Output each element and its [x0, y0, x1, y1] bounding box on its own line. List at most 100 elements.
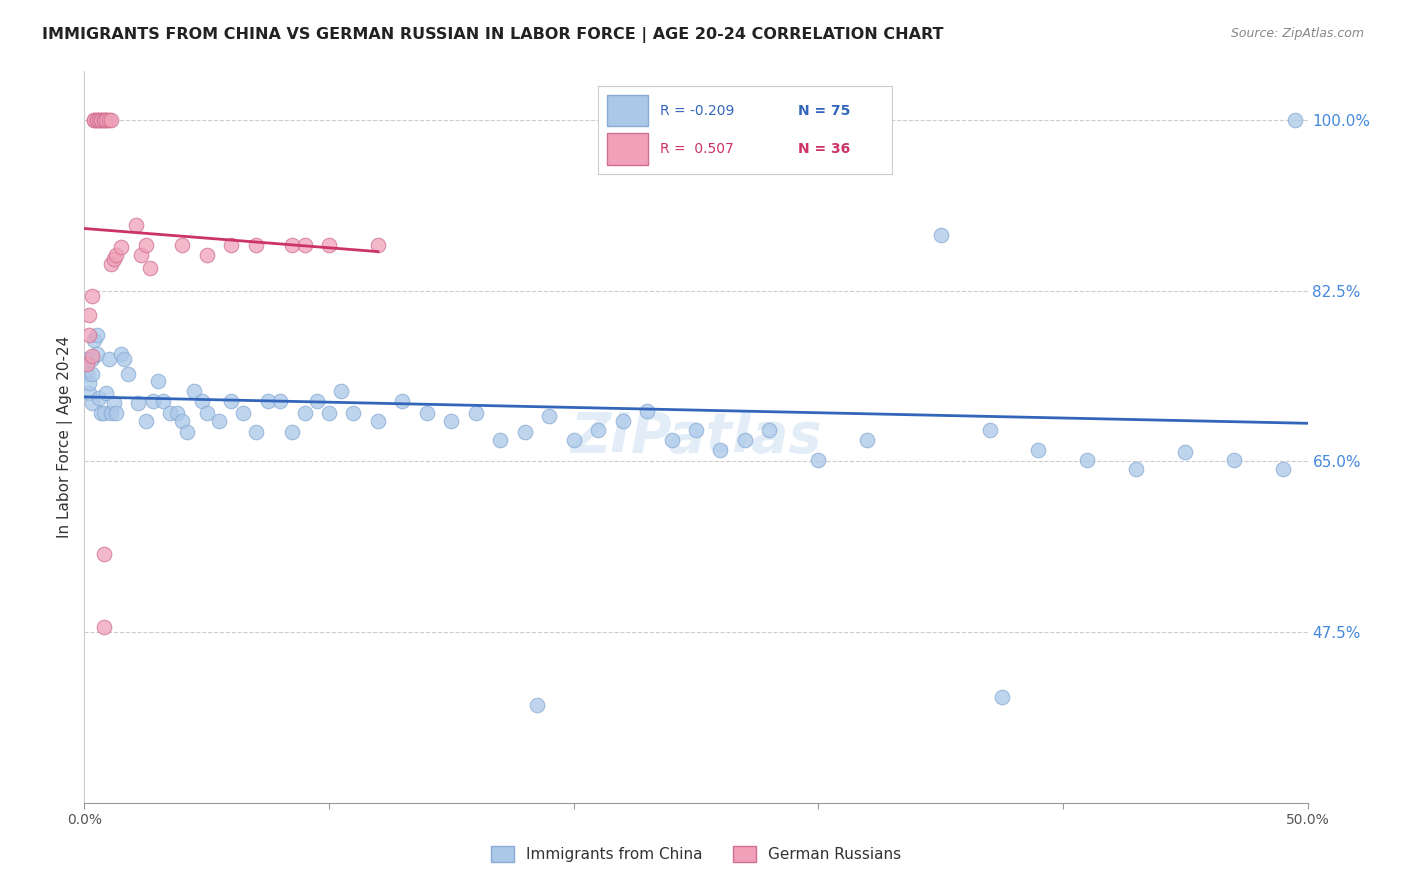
Point: [83, 113, 105, 128]
Point: [489, 433, 512, 447]
Point: [80, 349, 103, 363]
Point: [281, 238, 304, 252]
Point: [281, 425, 304, 440]
Point: [135, 238, 157, 252]
Point: [77, 308, 100, 322]
Text: Source: ZipAtlas.com: Source: ZipAtlas.com: [1230, 27, 1364, 40]
Point: [83, 113, 105, 128]
Point: [103, 252, 125, 266]
Point: [96, 386, 118, 401]
Point: [87, 113, 110, 128]
Point: [90, 113, 112, 128]
Point: [97, 113, 120, 128]
Point: [709, 442, 731, 457]
Point: [159, 406, 181, 420]
Point: [93, 547, 115, 561]
Point: [245, 238, 267, 252]
Point: [127, 396, 149, 410]
Point: [1223, 452, 1246, 467]
Point: [90, 113, 112, 128]
Point: [166, 406, 188, 420]
Point: [219, 238, 242, 252]
Point: [538, 409, 561, 423]
Point: [990, 690, 1012, 705]
Point: [112, 352, 135, 367]
Point: [93, 620, 115, 634]
Point: [513, 425, 536, 440]
Point: [586, 423, 609, 437]
Point: [93, 113, 115, 128]
Point: [734, 433, 756, 447]
Point: [979, 423, 1001, 437]
Point: [245, 425, 267, 440]
Point: [1028, 442, 1050, 457]
Point: [1076, 452, 1098, 467]
Point: [76, 357, 98, 371]
Point: [117, 367, 139, 381]
Point: [77, 376, 100, 391]
Point: [172, 413, 194, 427]
Point: [367, 238, 389, 252]
Point: [76, 367, 98, 381]
Point: [80, 367, 103, 381]
Point: [1125, 462, 1147, 476]
Point: [195, 406, 218, 420]
Point: [146, 375, 169, 389]
Point: [636, 403, 658, 417]
Point: [305, 394, 328, 409]
Point: [172, 238, 194, 252]
Y-axis label: In Labor Force | Age 20-24: In Labor Force | Age 20-24: [58, 336, 73, 538]
Point: [176, 425, 198, 440]
Point: [661, 433, 683, 447]
Point: [100, 257, 122, 271]
Point: [208, 413, 231, 427]
Point: [93, 406, 115, 420]
Point: [110, 347, 132, 361]
Point: [135, 413, 157, 427]
Text: IMMIGRANTS FROM CHINA VS GERMAN RUSSIAN IN LABOR FORCE | AGE 20-24 CORRELATION C: IMMIGRANTS FROM CHINA VS GERMAN RUSSIAN …: [42, 27, 943, 43]
Point: [83, 333, 105, 347]
Point: [440, 413, 463, 427]
Point: [856, 433, 879, 447]
Point: [612, 413, 634, 427]
Point: [86, 113, 108, 128]
Point: [80, 396, 103, 410]
Point: [86, 327, 108, 342]
Point: [734, 113, 756, 128]
Point: [318, 406, 340, 420]
Point: [80, 288, 103, 302]
Point: [191, 394, 214, 409]
Point: [96, 113, 118, 128]
Point: [219, 394, 242, 409]
Point: [152, 394, 174, 409]
Point: [758, 423, 780, 437]
Point: [257, 394, 280, 409]
Point: [77, 386, 100, 401]
Point: [1284, 113, 1306, 128]
Point: [807, 452, 830, 467]
Point: [269, 394, 291, 409]
Point: [747, 113, 769, 128]
Point: [139, 261, 162, 276]
Point: [526, 698, 548, 713]
Point: [391, 394, 413, 409]
Point: [86, 347, 108, 361]
Point: [195, 248, 218, 262]
Point: [80, 352, 103, 367]
Point: [103, 396, 125, 410]
Point: [97, 352, 120, 367]
Point: [685, 423, 707, 437]
Point: [464, 406, 486, 420]
Point: [342, 406, 364, 420]
Point: [77, 327, 100, 342]
Point: [86, 113, 108, 128]
Point: [929, 228, 952, 243]
Point: [96, 113, 118, 128]
Point: [105, 406, 128, 420]
Point: [100, 113, 122, 128]
Point: [183, 384, 205, 399]
Point: [90, 406, 112, 420]
Point: [318, 238, 340, 252]
Point: [76, 352, 98, 367]
Point: [87, 391, 110, 405]
